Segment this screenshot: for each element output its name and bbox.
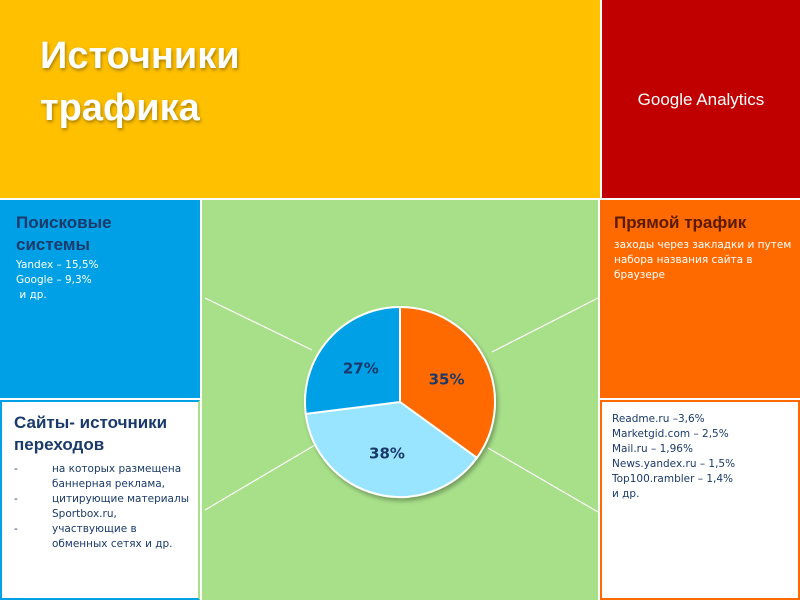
connector-line (487, 447, 599, 513)
search-item: и др. (16, 289, 47, 301)
pie-slice (304, 305, 401, 416)
direct-traffic-description: заходы через закладки и путем набора наз… (614, 239, 792, 281)
list-item: Top100.rambler – 1,4% (612, 473, 734, 485)
bullet-text: участвующие в обменных сетях и др. (52, 523, 173, 550)
list-item: Marketgid.com – 2,5% (612, 428, 729, 440)
list-item: Readme.ru –3,6% (612, 413, 705, 425)
pie-slices (304, 305, 496, 498)
referrers-list: Readme.ru –3,6% Marketgid.com – 2,5% Mai… (612, 412, 792, 502)
referral-sites-list: - на которых размещена баннерная реклама… (14, 462, 192, 552)
title-line-1: Источники (40, 35, 240, 77)
title-line-2: трафика (40, 87, 200, 129)
bullet-text: цитирующие материалы Sportbox.ru, (52, 493, 189, 520)
pie-slice-label: 35% (429, 370, 465, 388)
search-engines-heading: Поисковые системы (16, 212, 192, 256)
sites-heading-line-1: Сайты- источники (14, 413, 168, 432)
title-panel: Источники трафика (0, 0, 600, 198)
list-item: и др. (612, 488, 640, 500)
direct-traffic-heading: Прямой трафик (614, 213, 747, 232)
list-item: Mail.ru – 1,96% (612, 443, 693, 455)
list-item: - цитирующие материалы Sportbox.ru, (14, 492, 192, 522)
source-label: Google Analytics (637, 90, 765, 109)
search-item: Google – 9,3% (16, 274, 92, 286)
pie-labels: 35% 38% 27% (343, 359, 465, 462)
source-panel: Google Analytics (602, 0, 800, 198)
search-heading-line-2: системы (16, 235, 91, 254)
bullet-dash: - (14, 523, 18, 535)
list-item: - на которых размещена баннерная реклама… (14, 462, 192, 492)
bullet-dash: - (14, 463, 18, 475)
connector-line (491, 297, 599, 353)
referral-sites-heading: Сайты- источники переходов (14, 412, 192, 456)
connector-line (204, 444, 316, 511)
pie-slice-label: 38% (369, 445, 405, 463)
search-engines-panel: Поисковые системы Yandex – 15,5% Google … (0, 200, 200, 398)
pie-slice (399, 305, 496, 460)
list-item: - участвующие в обменных сетях и др. (14, 522, 192, 552)
referral-sites-panel: Сайты- источники переходов - на которых … (0, 400, 200, 600)
pie-slice (304, 400, 479, 498)
bullet-dash: - (14, 493, 18, 505)
list-item: News.yandex.ru – 1,5% (612, 458, 736, 470)
pie-slice-label: 27% (343, 359, 379, 377)
search-item: Yandex – 15,5% (16, 259, 99, 271)
referrers-panel: Readme.ru –3,6% Marketgid.com – 2,5% Mai… (600, 400, 800, 600)
search-heading-line-1: Поисковые (16, 213, 112, 232)
connector-lines (204, 297, 599, 513)
connector-line (204, 297, 313, 351)
bullet-text: на которых размещена баннерная реклама, (52, 463, 182, 490)
page-title: Источники трафика (40, 30, 240, 134)
direct-traffic-panel: Прямой трафик заходы через закладки и пу… (600, 200, 800, 398)
sites-heading-line-2: переходов (14, 435, 105, 454)
